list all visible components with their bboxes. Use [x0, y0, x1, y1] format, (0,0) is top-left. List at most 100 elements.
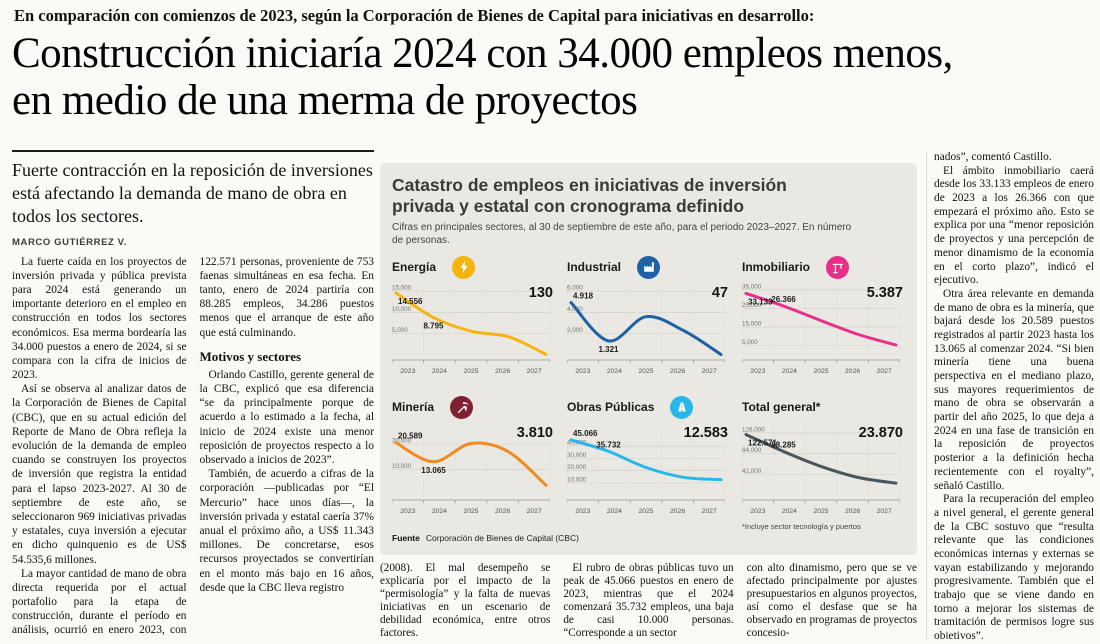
section-subhead: Motivos y sectores	[199, 348, 302, 364]
line-chart: 15,000 10,000 5,000 2023 2024 2025 2026 2027 14.…	[391, 281, 555, 382]
svg-text:10,000: 10,000	[392, 463, 412, 470]
sector-label: Inmobiliario	[742, 260, 811, 275]
right-column: nados”, comentó Castillo. El ámbito inmo…	[926, 151, 1094, 639]
svg-text:5,000: 5,000	[392, 327, 408, 334]
factory-icon	[637, 255, 661, 279]
article-paragraph: La mayor cantidad de mano de obra direct…	[12, 255, 374, 637]
headline: Construcción iniciaría 2024 con 34.000 e…	[12, 30, 953, 125]
source-text: Corporación de Bienes de Capital (CBC)	[425, 533, 579, 544]
final-value-label: 12.583	[683, 425, 728, 442]
svg-text:2025: 2025	[813, 368, 828, 375]
svg-text:2024: 2024	[782, 368, 797, 375]
svg-text:2024: 2024	[607, 368, 622, 375]
article-body: La fuerte caída en los proyectos de inve…	[12, 255, 374, 643]
svg-text:15,000: 15,000	[392, 285, 412, 292]
svg-text:2023: 2023	[400, 508, 415, 515]
svg-text:2024: 2024	[432, 508, 447, 515]
mini-chart-industrial: Industrial 47 6,000 4,000 2,000 2023 2024 202…	[566, 255, 730, 387]
chart-header: Inmobiliario	[742, 255, 905, 279]
source-line: Fuente Corporación de Bienes de Capital (…	[392, 533, 905, 543]
kicker: En comparación con comienzos de 2023, se…	[14, 6, 815, 25]
svg-text:5,000: 5,000	[742, 339, 758, 346]
svg-text:35.732: 35.732	[596, 441, 621, 450]
svg-text:15,000: 15,000	[742, 321, 762, 328]
svg-text:2027: 2027	[702, 508, 717, 515]
svg-text:45.066: 45.066	[573, 429, 598, 438]
mini-chart-total-general: Total general* 23.870 126,000 84,000 42,00…	[741, 395, 905, 531]
svg-text:14.556: 14.556	[398, 297, 423, 306]
lead-column-block: Fuerte contracción en la reposición de i…	[12, 150, 374, 643]
svg-text:35,000: 35,000	[742, 284, 762, 291]
svg-text:42,000: 42,000	[742, 468, 762, 475]
sector-label: Energía	[392, 260, 437, 275]
chart-panel-subtitle: Cifras en principales sectores, al 30 de…	[392, 222, 852, 247]
line-chart: 40,000 30,000 20,000 10,000 2023 2024 2025 2026…	[566, 421, 730, 522]
svg-text:26.366: 26.366	[771, 295, 796, 304]
svg-text:2026: 2026	[845, 508, 860, 515]
svg-text:2027: 2027	[877, 368, 892, 375]
final-value-label: 5.387	[866, 285, 903, 302]
svg-text:20,000: 20,000	[567, 464, 587, 471]
byline: MARCO GUTIÉRREZ V.	[12, 236, 127, 248]
svg-text:2027: 2027	[527, 508, 542, 515]
svg-text:2026: 2026	[845, 368, 860, 375]
mini-chart-energia: Energía 130 15,000 10,000 5,000 2023 2024 202…	[391, 255, 555, 387]
svg-text:2025: 2025	[813, 508, 828, 515]
svg-text:2025: 2025	[463, 368, 478, 375]
svg-text:6,000: 6,000	[567, 285, 583, 292]
sector-label: Minería	[392, 400, 435, 415]
svg-text:2025: 2025	[463, 508, 478, 515]
svg-text:1.321: 1.321	[598, 345, 619, 354]
svg-text:2023: 2023	[750, 368, 765, 375]
article-paragraph: El ámbito inmobiliario caerá desde los 3…	[934, 164, 1094, 287]
svg-text:10,000: 10,000	[567, 477, 587, 484]
svg-text:2026: 2026	[495, 508, 510, 515]
mini-chart-inmobiliario: Inmobiliario 5.387 35,000 25,000 15,000 5,0…	[741, 255, 905, 387]
chart-footnote: *Incluye sector tecnología y puertos	[742, 522, 861, 532]
svg-text:2,000: 2,000	[567, 327, 583, 334]
final-value-label: 23.870	[858, 425, 903, 442]
svg-text:88.285: 88.285	[771, 441, 796, 450]
road-icon	[670, 395, 694, 419]
mini-chart-mineria: Minería 3.810 20,000 10,000 2023 2024 2025 20…	[391, 395, 555, 527]
svg-text:33.133: 33.133	[748, 298, 773, 307]
article-paragraph: El rubro de obras públicas tuvo un peak …	[563, 562, 734, 640]
svg-text:2026: 2026	[670, 508, 685, 515]
svg-text:20.589: 20.589	[398, 432, 423, 441]
article-paragraph: Para la recuperación del empleo a nivel …	[934, 493, 1094, 639]
article-paragraph: También, de acuerdo a cifras de la corpo…	[199, 468, 375, 594]
line-chart: 20,000 10,000 2023 2024 2025 2026 2027 20.589 13…	[391, 421, 555, 522]
pickaxe-icon	[450, 395, 474, 419]
source-label: Fuente	[392, 533, 420, 544]
svg-text:2027: 2027	[877, 508, 892, 515]
article-paragraph: nados”, comentó Castillo.	[934, 151, 1052, 163]
line-chart: 126,000 84,000 42,000 2023 2024 2025 2026 2027 1…	[741, 421, 905, 522]
svg-text:2027: 2027	[527, 368, 542, 375]
final-value-label: 3.810	[516, 425, 553, 442]
svg-text:84,000: 84,000	[742, 447, 762, 454]
svg-text:2024: 2024	[432, 368, 447, 375]
svg-text:2027: 2027	[702, 368, 717, 375]
line-chart: 35,000 25,000 15,000 5,000 2023 2024 2025 2026 2…	[741, 281, 905, 382]
svg-text:25,000: 25,000	[742, 302, 762, 309]
chart-header: Energía	[392, 255, 555, 279]
svg-text:4.918: 4.918	[573, 292, 594, 301]
crane-icon	[826, 255, 850, 279]
deck: Fuerte contracción en la reposición de i…	[12, 150, 374, 228]
svg-text:2023: 2023	[575, 368, 590, 375]
lightning-icon	[452, 255, 476, 279]
svg-text:2024: 2024	[607, 508, 622, 515]
article-paragraph: con alto dinamismo, pero que se ve afect…	[746, 562, 917, 640]
svg-text:122.571: 122.571	[748, 439, 777, 448]
sector-label: Obras Públicas	[567, 400, 655, 415]
article-paragraph: Orlando Castillo, gerente general de la …	[199, 368, 375, 466]
chart-header: Minería	[392, 395, 555, 419]
article-paragraph: (2008). El mal desempeño se explicaría p…	[380, 562, 551, 640]
final-value-label: 130	[528, 285, 553, 302]
svg-text:2025: 2025	[638, 368, 653, 375]
article-paragraph: Otra área relevante en demanda de mano d…	[934, 287, 1094, 492]
chart-panel: Catastro de empleos en iniciativas de in…	[380, 163, 917, 555]
svg-text:126,000: 126,000	[742, 427, 765, 434]
chart-header: Obras Públicas	[567, 395, 730, 419]
chart-panel-title: Catastro de empleos en iniciativas de in…	[392, 175, 787, 216]
